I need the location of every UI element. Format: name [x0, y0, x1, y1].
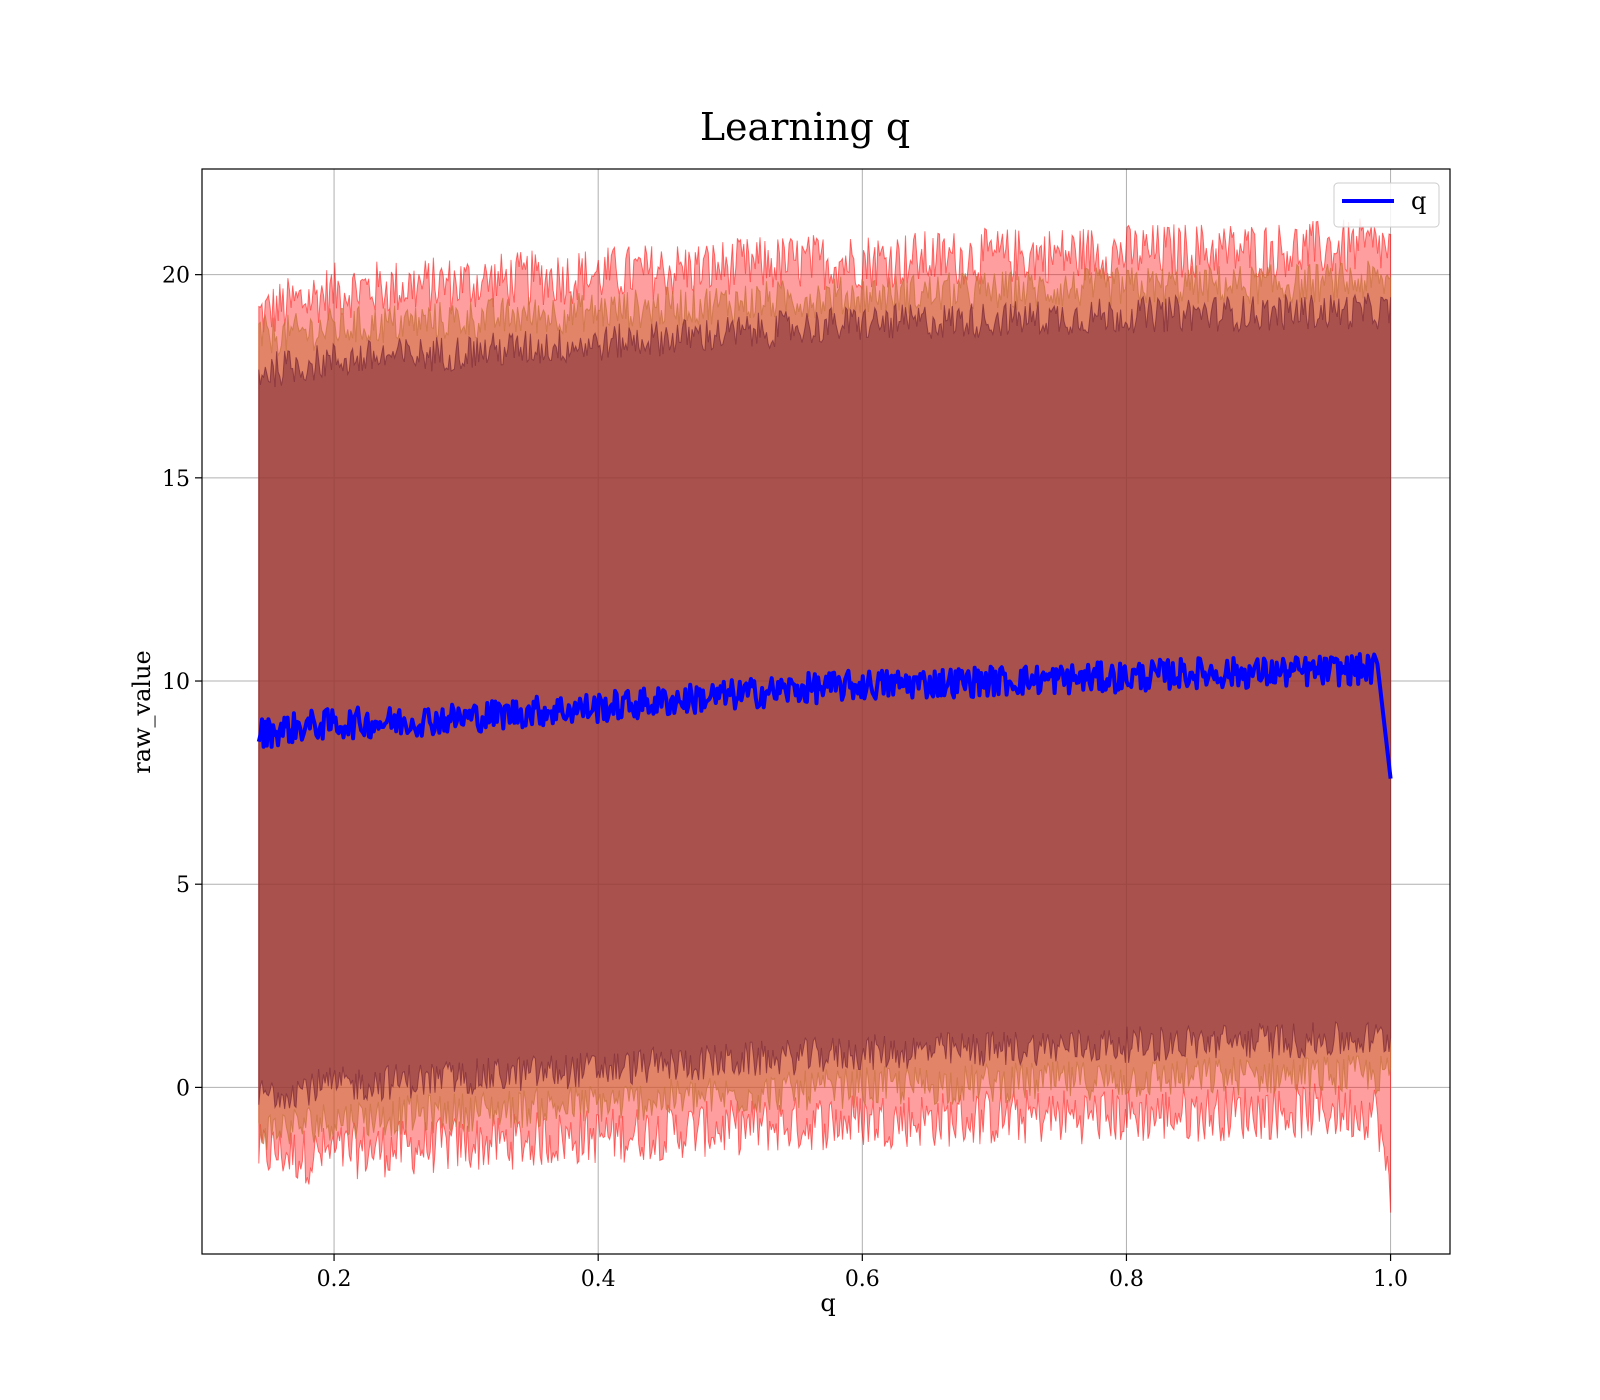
legend-label: q	[1411, 187, 1426, 215]
axes-frame	[201, 168, 1451, 1255]
y-tick-label: 15	[162, 467, 190, 492]
y-tick-label: 5	[176, 873, 190, 898]
y-axis-label: raw_value	[128, 650, 156, 774]
series-line-q	[256, 652, 1393, 779]
confidence-band-3	[258, 292, 1392, 1110]
plot-area: 0.2 0.4 0.6 0.8 1.0 0 5 10 15 20 q	[162, 168, 1451, 1292]
x-tick-label: 0.6	[845, 1267, 880, 1292]
y-tick-label: 0	[176, 1076, 190, 1101]
x-tick-label: 1.0	[1373, 1267, 1408, 1292]
legend-box	[1333, 182, 1440, 228]
y-tick-label: 10	[162, 670, 190, 695]
x-tick-label: 0.8	[1109, 1267, 1144, 1292]
x-tick-label: 0.4	[581, 1267, 616, 1292]
y-tick-label: 20	[162, 264, 190, 289]
x-axis-label: q	[820, 1289, 835, 1317]
chart-title: Learning q	[700, 105, 910, 149]
x-tick-label: 0.2	[317, 1267, 352, 1292]
